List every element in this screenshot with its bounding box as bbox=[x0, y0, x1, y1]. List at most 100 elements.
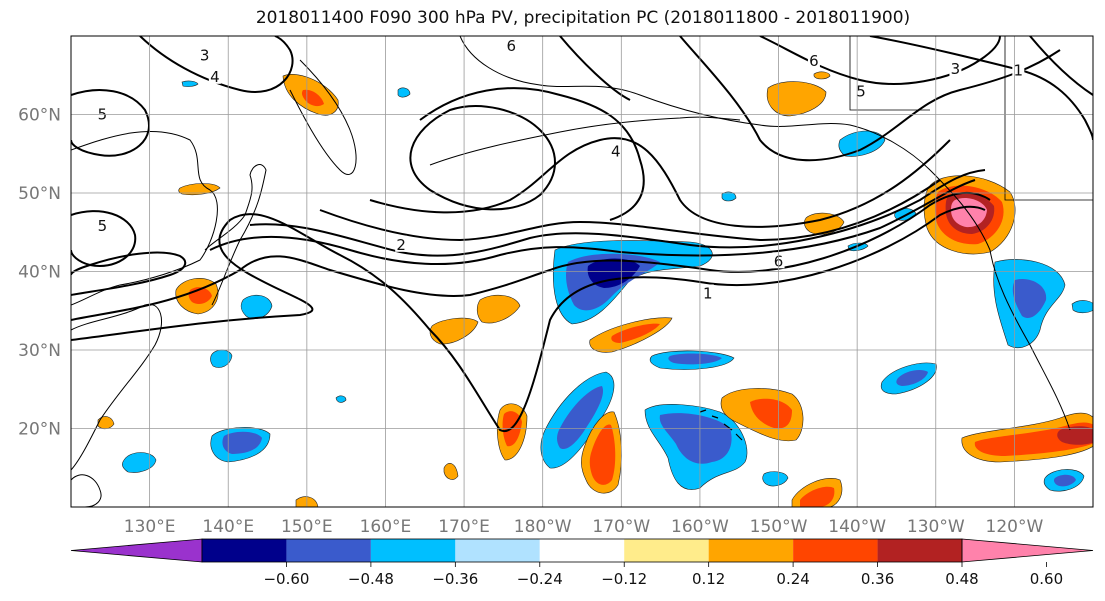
positive-anomaly-small-13n-175e bbox=[443, 463, 459, 480]
contour-label: 5 bbox=[856, 83, 866, 101]
coastline-alaska bbox=[459, 36, 1071, 431]
colorbar-tick-label: 0.48 bbox=[945, 570, 978, 588]
negative-anomaly-14n-128w-inner bbox=[1053, 474, 1076, 487]
pv-contour-5 bbox=[319, 179, 941, 242]
contour-label-background bbox=[395, 235, 408, 252]
colorbar-segment bbox=[455, 539, 540, 562]
positive-anomaly-12n-146w-inner bbox=[800, 486, 835, 507]
contour-label-background bbox=[807, 52, 820, 69]
contour-label: 4 bbox=[210, 68, 220, 86]
coastlines bbox=[71, 36, 1093, 507]
contour-label: 1 bbox=[1014, 62, 1024, 80]
colorbar-tick-label: −0.36 bbox=[432, 570, 478, 588]
negative-anomaly-small-40n-120w bbox=[1071, 300, 1093, 314]
pv-contour-8 bbox=[409, 105, 556, 211]
colorbar-tick-label: −0.60 bbox=[263, 570, 309, 588]
colorbar-tick-label: −0.48 bbox=[348, 570, 394, 588]
negative-anomaly-19n-138e-inner bbox=[222, 431, 262, 454]
negative-anomaly-small-64n-145e bbox=[181, 80, 199, 87]
positive-anomaly-gulf-north bbox=[766, 81, 827, 117]
pv-contour-2 bbox=[71, 192, 991, 321]
contour-label-background bbox=[609, 142, 622, 159]
colorbar-tick-label: −0.24 bbox=[517, 570, 563, 588]
contour-label: 3 bbox=[951, 60, 961, 78]
pv-contour-17 bbox=[71, 251, 187, 296]
colorbar-tick-label: −0.12 bbox=[601, 570, 647, 588]
positive-anomaly-small-64n-146w bbox=[813, 71, 831, 80]
longitude-tick-label: 130°E bbox=[124, 517, 176, 537]
contour-label-background bbox=[96, 216, 109, 233]
contour-label-background bbox=[198, 46, 211, 63]
contour-label-background bbox=[701, 284, 714, 301]
colorbar-segment bbox=[877, 539, 962, 562]
pv-contour-1 bbox=[71, 205, 986, 433]
coastline-korea-china bbox=[71, 303, 163, 471]
longitude-tick-label: 160°W bbox=[671, 517, 729, 537]
colorbar-segment bbox=[793, 539, 878, 562]
longitude-tick-label: 150°E bbox=[281, 517, 333, 537]
colorbar-segment bbox=[624, 539, 709, 562]
negative-anomaly-small-48n-156w bbox=[721, 191, 737, 202]
contour-label-background bbox=[208, 67, 221, 84]
longitude-tick-label: 150°W bbox=[750, 517, 808, 537]
latitude-tick-label: 50°N bbox=[18, 184, 61, 204]
contour-label: 3 bbox=[200, 47, 210, 65]
contour-label-background bbox=[96, 105, 109, 122]
positive-anomaly-20n-125w-core bbox=[1057, 426, 1093, 445]
pv-contour-16 bbox=[559, 36, 631, 101]
pv-contour-9 bbox=[139, 36, 294, 93]
positive-anomaly-kamchatka-inner bbox=[301, 89, 324, 107]
pv-contour-12 bbox=[759, 36, 1001, 85]
positive-anomaly-small-19n-123e bbox=[97, 416, 115, 430]
pv-contour-4 bbox=[249, 169, 986, 257]
pv-contour-13 bbox=[679, 36, 1061, 162]
map-frame bbox=[70, 35, 1094, 508]
contour-label-background bbox=[855, 82, 868, 99]
coastline-japan bbox=[204, 164, 267, 306]
colorbar-tick-label: 0.24 bbox=[776, 570, 809, 588]
contour-label-background bbox=[1012, 61, 1025, 78]
pv-contour-14 bbox=[869, 36, 1093, 141]
coastline-kamchatka bbox=[289, 59, 357, 175]
latitude-tick-label: 30°N bbox=[18, 341, 61, 361]
contour-label-background bbox=[505, 37, 518, 54]
pv-contour-3 bbox=[209, 179, 976, 266]
colorbar-frame bbox=[201, 538, 963, 563]
negative-anomaly-central-pacific-inner bbox=[587, 258, 640, 288]
positive-anomaly-bc-core bbox=[951, 198, 987, 228]
positive-anomaly-32n-179e bbox=[476, 294, 521, 324]
negative-anomaly-16n-129e bbox=[122, 452, 157, 473]
colorbar-tick-label: 0.12 bbox=[692, 570, 725, 588]
coastline-asia bbox=[71, 130, 218, 306]
colorbar-segment bbox=[286, 539, 371, 562]
negative-anomaly-small-60n-162e bbox=[397, 87, 411, 98]
colorbar-tick-label: 0.36 bbox=[861, 570, 894, 588]
longitude-labels: 130°E 140°E 150°E 160°E 170°E 180°W 170°W 160°W… bbox=[124, 517, 1044, 537]
coastline-philippines bbox=[71, 474, 102, 507]
negative-anomaly-26n-137w-inner bbox=[896, 370, 928, 386]
coastline-hawaii bbox=[699, 409, 743, 441]
latitude-tick-label: 60°N bbox=[18, 106, 61, 126]
gridlines bbox=[71, 36, 1093, 507]
negative-anomaly-west-us-inner bbox=[1012, 279, 1047, 319]
latitude-labels: 20°N 30°N 40°N 50°N 60°N bbox=[18, 106, 61, 440]
latitude-tick-label: 40°N bbox=[18, 263, 61, 283]
positive-anomaly-17n-166w-inner bbox=[589, 424, 616, 485]
longitude-tick-label: 140°W bbox=[828, 517, 886, 537]
pv-contour-6 bbox=[369, 137, 951, 228]
contour-label: 6 bbox=[506, 37, 516, 55]
colorbar-segment bbox=[370, 539, 456, 562]
positive-anomaly-32n-172e bbox=[429, 317, 479, 345]
negative-anomaly-gulf-of-alaska bbox=[838, 130, 886, 157]
longitude-tick-label: 130°W bbox=[907, 517, 965, 537]
pv-contour-15 bbox=[1029, 36, 1093, 96]
pv-contour-10 bbox=[71, 89, 150, 157]
colorbar-extension-low bbox=[70, 538, 203, 563]
colorbar-tick-label: 0.60 bbox=[1030, 570, 1063, 588]
contour-label: 4 bbox=[611, 142, 621, 160]
negative-anomaly-small-14n-175e bbox=[335, 395, 347, 403]
longitude-tick-label: 170°W bbox=[592, 517, 650, 537]
positive-anomaly-45n-148w bbox=[804, 212, 845, 235]
contour-label: 6 bbox=[809, 52, 819, 70]
